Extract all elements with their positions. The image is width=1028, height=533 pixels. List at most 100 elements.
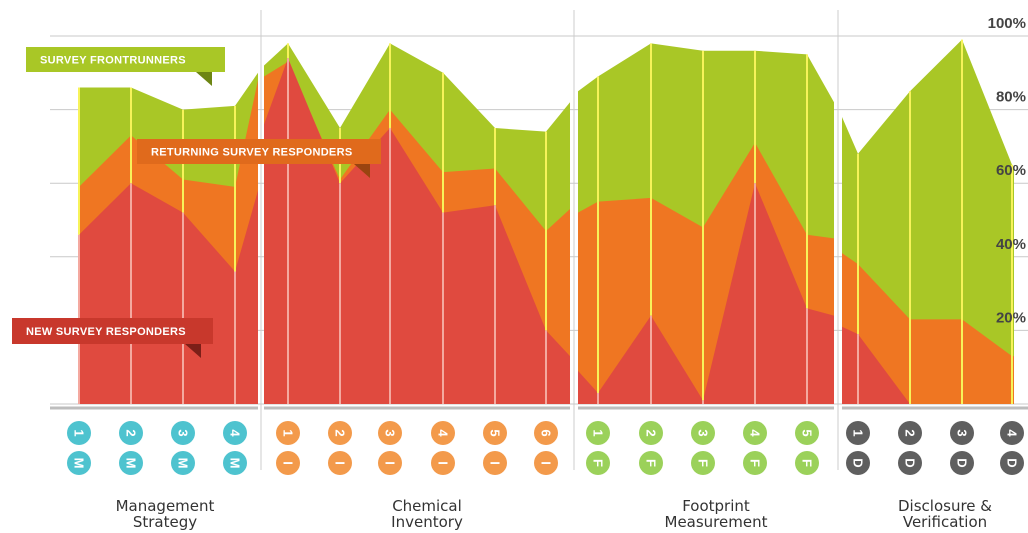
category-badge: 6I bbox=[534, 421, 558, 475]
legend-callout: NEW SURVEY RESPONDERS bbox=[12, 318, 213, 358]
badge-letter-circle bbox=[171, 451, 195, 475]
badge-number-circle bbox=[639, 421, 663, 445]
badge-letter-circle bbox=[119, 451, 143, 475]
badge-letter: D bbox=[1005, 458, 1020, 467]
badge-number: 3 bbox=[383, 429, 398, 436]
badge-number-circle bbox=[534, 421, 558, 445]
badge-number-circle bbox=[171, 421, 195, 445]
badge-letter-circle bbox=[639, 451, 663, 475]
y-tick-label: 80% bbox=[996, 89, 1026, 106]
area-new-survey-respondersgroup-4 bbox=[842, 326, 1014, 404]
category-badge: 2D bbox=[898, 421, 922, 475]
badge-letter: M bbox=[176, 458, 191, 469]
category-badge: 3F bbox=[691, 421, 715, 475]
area-new-survey-respondersgroup-3 bbox=[578, 183, 834, 404]
category-badge: 4D bbox=[1000, 421, 1024, 475]
category-badge: 2F bbox=[639, 421, 663, 475]
category-badge: 3I bbox=[378, 421, 402, 475]
category-badge: 5F bbox=[795, 421, 819, 475]
badge-number: 5 bbox=[800, 429, 815, 436]
callout-box bbox=[137, 139, 381, 164]
y-tick-label: 40% bbox=[996, 236, 1026, 253]
badge-letter-circle bbox=[846, 451, 870, 475]
category-badge: 4M bbox=[223, 421, 247, 475]
callout-box bbox=[12, 318, 213, 344]
badge-number: 4 bbox=[436, 429, 451, 437]
category-badge: 2I bbox=[328, 421, 352, 475]
group-separators bbox=[50, 10, 1028, 470]
badge-number: 2 bbox=[124, 429, 139, 436]
badge-number: 3 bbox=[176, 429, 191, 436]
badge-letter-circle bbox=[586, 451, 610, 475]
badge-number: 2 bbox=[333, 429, 348, 436]
legend-label: RETURNING SURVEY RESPONDERS bbox=[151, 147, 352, 159]
badge-letter: F bbox=[591, 459, 606, 467]
y-tick-label: 60% bbox=[996, 162, 1026, 179]
legend-callout: SURVEY FRONTRUNNERS bbox=[26, 47, 225, 86]
badge-letter: D bbox=[955, 458, 970, 467]
badge-letter: D bbox=[851, 458, 866, 467]
badge-number-circle bbox=[223, 421, 247, 445]
category-badge: 2M bbox=[119, 421, 143, 475]
category-badge: 1D bbox=[846, 421, 870, 475]
badge-number: 6 bbox=[539, 429, 554, 436]
category-badge: 1F bbox=[586, 421, 610, 475]
badge-number: 4 bbox=[1005, 429, 1020, 437]
badge-letter: M bbox=[72, 458, 87, 469]
callout-tail bbox=[185, 344, 201, 358]
badge-number-circle bbox=[378, 421, 402, 445]
badge-letter: I bbox=[281, 461, 296, 465]
badge-number-circle bbox=[328, 421, 352, 445]
badge-letter-circle bbox=[898, 451, 922, 475]
badge-number-circle bbox=[846, 421, 870, 445]
badge-number: 5 bbox=[488, 429, 503, 436]
badge-number: 4 bbox=[228, 429, 243, 437]
group-label: Chemical Inventory bbox=[391, 497, 463, 531]
badge-number: 2 bbox=[903, 429, 918, 436]
badge-letter: F bbox=[696, 459, 711, 467]
badge-number-circle bbox=[431, 421, 455, 445]
badge-number-circle bbox=[691, 421, 715, 445]
badge-letter: I bbox=[436, 461, 451, 465]
badge-letter-circle bbox=[795, 451, 819, 475]
badge-letter-circle bbox=[691, 451, 715, 475]
badge-letter: F bbox=[748, 459, 763, 467]
category-badge: 3D bbox=[950, 421, 974, 475]
badge-number-circle bbox=[1000, 421, 1024, 445]
badge-letter-circle bbox=[223, 451, 247, 475]
group-label: Footprint Measurement bbox=[665, 497, 768, 531]
badge-letter: M bbox=[124, 458, 139, 469]
group-label: Management Strategy bbox=[116, 497, 215, 531]
category-badge: 4F bbox=[743, 421, 767, 475]
category-badge: 1M bbox=[67, 421, 91, 475]
badge-number-circle bbox=[119, 421, 143, 445]
badge-letter-circle bbox=[431, 451, 455, 475]
badge-letter-circle bbox=[743, 451, 767, 475]
callout-tail bbox=[196, 72, 212, 86]
badge-number: 2 bbox=[644, 429, 659, 436]
badge-number-circle bbox=[795, 421, 819, 445]
badge-letter: M bbox=[228, 458, 243, 469]
legend-label: NEW SURVEY RESPONDERS bbox=[26, 326, 186, 338]
callout-tail bbox=[354, 164, 370, 178]
category-badge: 5I bbox=[483, 421, 507, 475]
category-badge: 1I bbox=[276, 421, 300, 475]
badge-number-circle bbox=[483, 421, 507, 445]
badge-letter: I bbox=[333, 461, 348, 465]
category-badge: 3M bbox=[171, 421, 195, 475]
badge-number-circle bbox=[950, 421, 974, 445]
badge-number: 1 bbox=[591, 429, 606, 436]
badge-number-circle bbox=[586, 421, 610, 445]
group-label: Disclosure & Verification bbox=[898, 497, 992, 531]
y-axis-ticks: 100% 80% 60% 40% 20% bbox=[988, 15, 1026, 326]
badge-letter-circle bbox=[276, 451, 300, 475]
badge-number: 1 bbox=[281, 429, 296, 436]
badge-number-circle bbox=[67, 421, 91, 445]
area-new-survey-respondersgroup-1 bbox=[79, 183, 258, 404]
badge-letter-circle bbox=[534, 451, 558, 475]
badge-letter: I bbox=[539, 461, 554, 465]
badge-letter-circle bbox=[328, 451, 352, 475]
legend-label: SURVEY FRONTRUNNERS bbox=[40, 55, 186, 67]
